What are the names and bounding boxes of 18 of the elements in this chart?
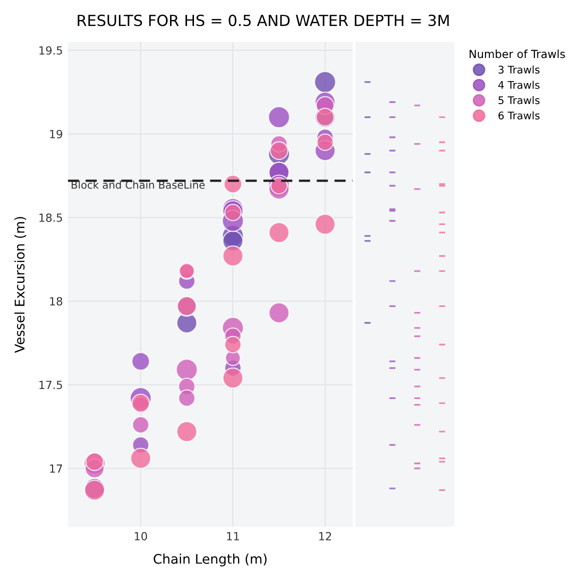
ref-line-label: Block and Chain BaseLine bbox=[72, 180, 205, 189]
y-tick-label: 19 bbox=[50, 130, 62, 138]
x-tick-label: 11 bbox=[227, 532, 239, 540]
y-tick-label: 17 bbox=[50, 464, 62, 473]
legend-label: 5 Trawls bbox=[498, 96, 540, 104]
x-tick-label: 12 bbox=[319, 532, 332, 540]
legend-label: 6 Trawls bbox=[498, 111, 540, 120]
x-tick-label: 10 bbox=[134, 532, 148, 540]
legend-label: 3 Trawls bbox=[498, 66, 540, 74]
x-axis-title: Chain Length (m) bbox=[154, 554, 267, 566]
chart-title: RESULTS FOR HS = 0.5 AND WATER DEPTH = 3M bbox=[78, 14, 449, 26]
y-tick-label: 18 bbox=[50, 297, 62, 306]
legend-title: Number of Trawls bbox=[470, 50, 565, 58]
y-tick-label: 19.5 bbox=[39, 46, 62, 55]
legend-label: 4 Trawls bbox=[498, 80, 540, 89]
y-tick-label: 17.5 bbox=[39, 380, 62, 390]
y-tick-label: 18.5 bbox=[39, 213, 62, 222]
y-axis-title: Vessel Excursion (m) bbox=[14, 216, 26, 353]
